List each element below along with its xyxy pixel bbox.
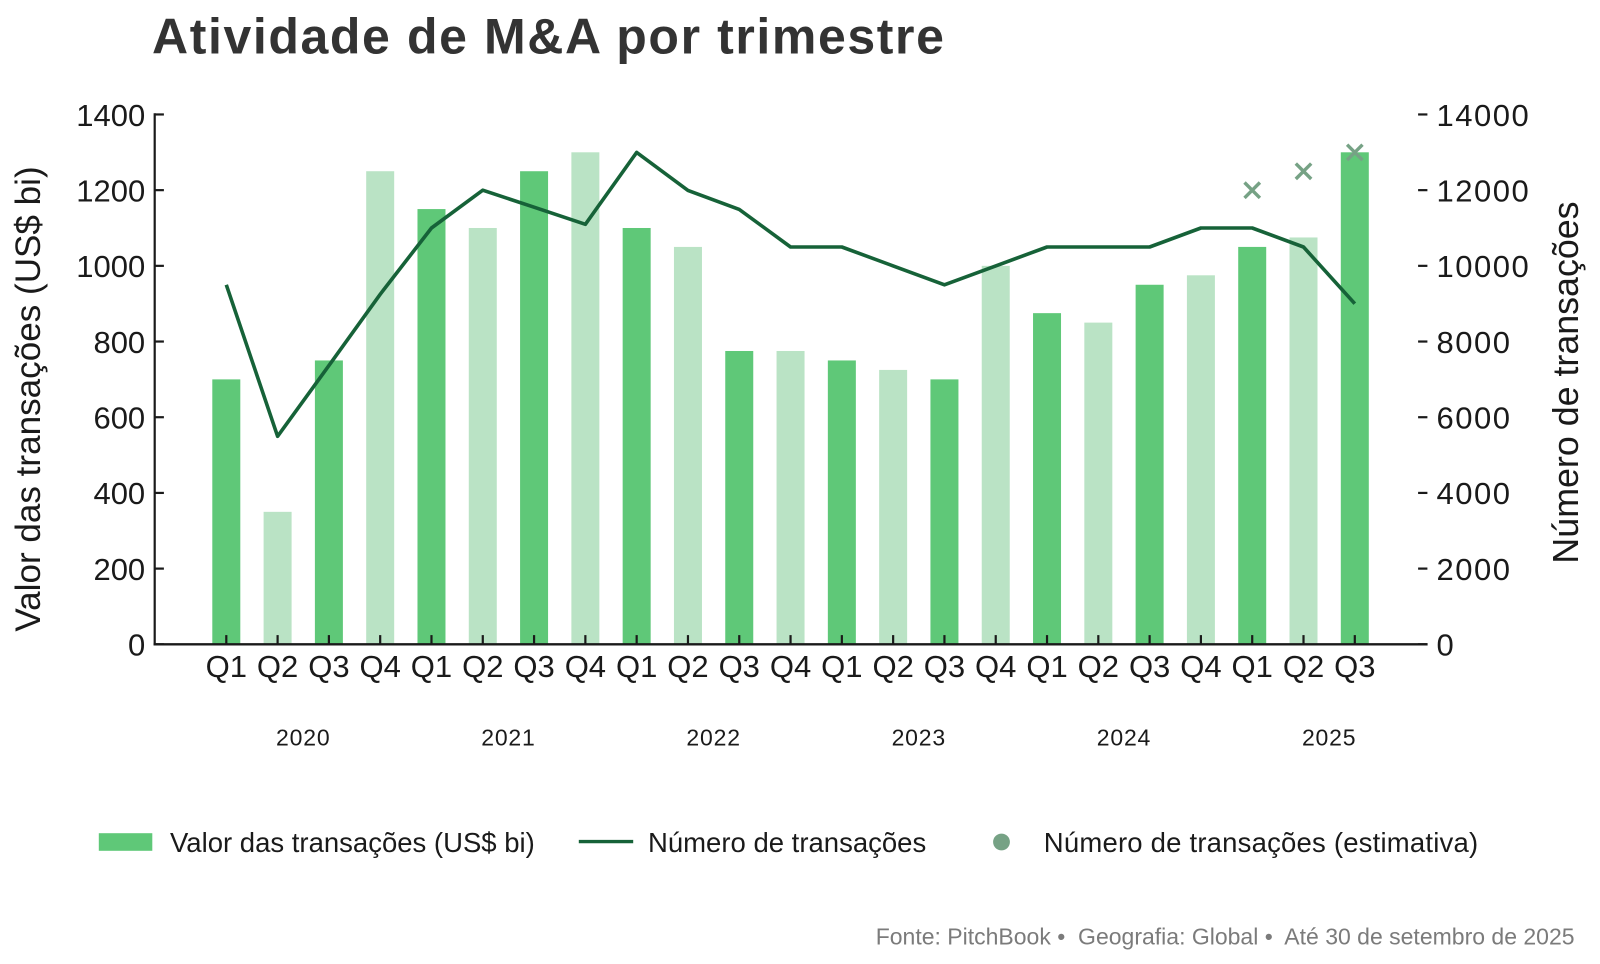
svg-text:Q1: Q1 xyxy=(411,649,452,684)
svg-text:Fonte: PitchBook • Geografia:: Fonte: PitchBook • Geografia: Global • A… xyxy=(876,924,1575,950)
svg-text:Q2: Q2 xyxy=(667,649,708,684)
svg-text:Número de transações: Número de transações xyxy=(1546,201,1586,563)
svg-text:0: 0 xyxy=(1437,628,1456,663)
svg-text:2020: 2020 xyxy=(276,725,330,751)
svg-text:Q2: Q2 xyxy=(1078,649,1119,684)
svg-text:0: 0 xyxy=(128,628,145,663)
svg-text:10000: 10000 xyxy=(1437,249,1531,284)
svg-text:Q4: Q4 xyxy=(975,649,1016,684)
svg-text:Q1: Q1 xyxy=(206,649,247,684)
svg-text:2022: 2022 xyxy=(686,725,740,751)
svg-text:Q3: Q3 xyxy=(719,649,760,684)
svg-text:Q4: Q4 xyxy=(565,649,606,684)
svg-text:12000: 12000 xyxy=(1437,173,1531,208)
svg-text:800: 800 xyxy=(93,325,145,360)
svg-text:Valor das transações (US$ bi): Valor das transações (US$ bi) xyxy=(170,827,535,858)
svg-text:Número de transações: Número de transações xyxy=(648,827,926,858)
svg-text:2024: 2024 xyxy=(1097,725,1151,751)
svg-text:Q3: Q3 xyxy=(1334,649,1375,684)
svg-text:Valor das transações (US$ bi): Valor das transações (US$ bi) xyxy=(9,166,48,631)
svg-text:2000: 2000 xyxy=(1437,552,1512,587)
svg-text:4000: 4000 xyxy=(1437,476,1512,511)
svg-text:Q4: Q4 xyxy=(360,649,401,684)
svg-text:Q2: Q2 xyxy=(1283,649,1324,684)
svg-text:2021: 2021 xyxy=(481,725,535,751)
svg-text:Q3: Q3 xyxy=(1129,649,1170,684)
svg-text:Q1: Q1 xyxy=(616,649,657,684)
svg-text:1000: 1000 xyxy=(76,249,145,284)
svg-text:Q1: Q1 xyxy=(1232,649,1273,684)
svg-text:8000: 8000 xyxy=(1437,325,1512,360)
svg-text:600: 600 xyxy=(93,401,145,436)
svg-text:200: 200 xyxy=(93,552,145,587)
svg-text:Número de transações (estimati: Número de transações (estimativa) xyxy=(1044,827,1479,858)
svg-text:1200: 1200 xyxy=(76,173,145,208)
svg-text:1400: 1400 xyxy=(76,98,145,133)
svg-text:Atividade de M&A por trimestre: Atividade de M&A por trimestre xyxy=(152,9,946,65)
svg-text:Q1: Q1 xyxy=(821,649,862,684)
svg-text:Q1: Q1 xyxy=(1026,649,1067,684)
svg-text:2025: 2025 xyxy=(1302,725,1356,751)
svg-text:Q4: Q4 xyxy=(1180,649,1221,684)
svg-text:Q3: Q3 xyxy=(924,649,965,684)
svg-text:6000: 6000 xyxy=(1437,401,1512,436)
svg-text:Q2: Q2 xyxy=(462,649,503,684)
svg-text:Q3: Q3 xyxy=(513,649,554,684)
svg-text:400: 400 xyxy=(93,476,145,511)
svg-text:Q2: Q2 xyxy=(257,649,298,684)
svg-text:Q4: Q4 xyxy=(770,649,811,684)
svg-text:14000: 14000 xyxy=(1437,98,1531,133)
svg-text:2023: 2023 xyxy=(892,725,946,751)
svg-text:Q3: Q3 xyxy=(308,649,349,684)
svg-text:Q2: Q2 xyxy=(872,649,913,684)
